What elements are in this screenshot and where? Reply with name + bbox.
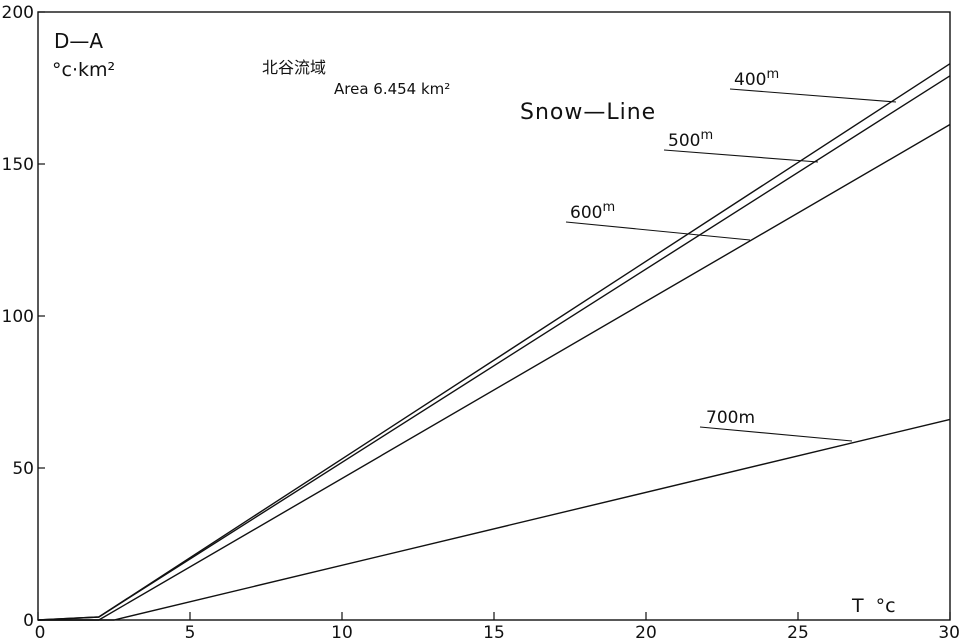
y-tick-label-150: 150 — [2, 155, 34, 175]
x-axis-title: T °c — [851, 595, 896, 617]
x-tick-label-0: 0 — [35, 623, 46, 642]
series-group — [37, 63, 951, 621]
plot-area — [37, 11, 951, 621]
y-axis-unit: °c·km² — [52, 59, 115, 81]
y-tick-label-0: 0 — [23, 611, 34, 631]
label-500m-text: 500m — [668, 128, 713, 151]
area-label: Area 6.454 km² — [334, 80, 450, 98]
basin-name: 北谷流域 — [262, 58, 326, 77]
y-tick-label-50: 50 — [12, 459, 34, 479]
label-600m: 600m — [565, 200, 751, 241]
label-700m-text: 700m — [706, 408, 755, 428]
label-400m: 400m — [729, 67, 897, 103]
x-tick-label-25: 25 — [787, 623, 809, 642]
leader-400m — [729, 88, 897, 103]
legend-title: Snow—Line — [520, 100, 656, 125]
x-axis-ticks: 0 5 10 15 20 25 30 — [35, 612, 960, 642]
x-tick-label-30: 30 — [938, 623, 960, 642]
leader-600m — [565, 221, 751, 241]
y-axis-ticks: 0 50 100 150 200 — [2, 3, 45, 631]
label-700m: 700m — [699, 408, 853, 442]
x-tick-label-5: 5 — [185, 623, 196, 642]
series-line-500m — [37, 75, 951, 621]
label-600m-text: 600m — [570, 200, 615, 223]
leader-500m — [663, 149, 819, 163]
x-tick-label-10: 10 — [331, 623, 353, 642]
leader-700m — [699, 426, 853, 442]
series-line-700m — [38, 418, 951, 621]
y-axis-title: D—A — [54, 29, 103, 53]
label-400m-text: 400m — [734, 67, 779, 90]
label-500m: 500m — [663, 128, 819, 163]
x-tick-label-15: 15 — [483, 623, 505, 642]
y-tick-label-200: 200 — [2, 3, 34, 23]
x-tick-label-20: 20 — [635, 623, 657, 642]
y-tick-label-100: 100 — [2, 307, 34, 327]
